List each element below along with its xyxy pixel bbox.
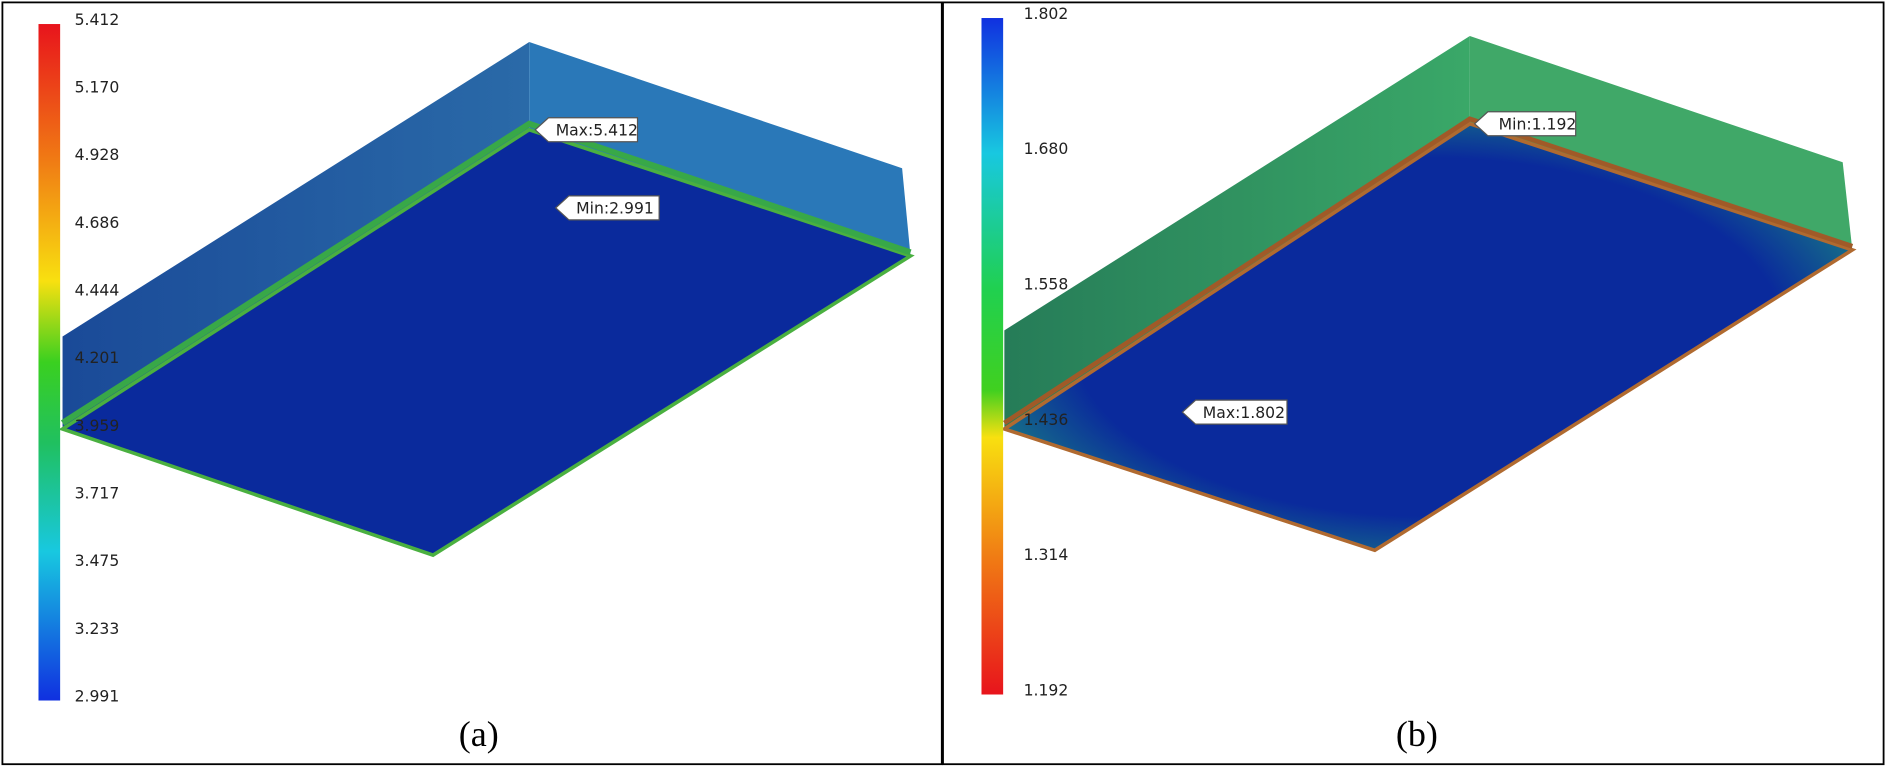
scale-label: 5.170 (75, 79, 120, 97)
annotation-label: Min:2.991 (576, 200, 654, 218)
scale-label: 3.475 (75, 552, 120, 570)
wall (1004, 36, 1470, 429)
callout: Max:5.412 (534, 117, 639, 143)
caption: (b) (1396, 714, 1438, 754)
scale-label: 1.436 (1024, 411, 1069, 429)
scale-label: 1.314 (1024, 546, 1069, 564)
scale-label: 3.959 (75, 417, 120, 435)
panel-frame (1, 1, 943, 766)
colorbar (38, 24, 61, 701)
scale-label: 3.717 (75, 484, 120, 502)
annotation-label: Min:1.192 (1499, 115, 1577, 133)
scale-label: 1.802 (1024, 5, 1069, 23)
floor (58, 127, 915, 558)
panel-frame (942, 1, 1885, 766)
wall (1469, 36, 1853, 250)
callout: Min:1.192 (1473, 111, 1577, 137)
scale-label: 1.192 (1024, 681, 1069, 699)
scale-label: 1.558 (1024, 276, 1069, 294)
scale-label: 4.928 (75, 146, 120, 164)
scale-label: 2.991 (75, 687, 120, 705)
scale-label: 5.412 (75, 11, 120, 29)
scale-label: 4.201 (75, 349, 120, 367)
caption: (a) (459, 714, 499, 754)
edge (1003, 116, 1854, 425)
colorbar (981, 18, 1004, 695)
annotation-label: Max:5.412 (556, 121, 638, 139)
floor (1000, 121, 1857, 553)
annotation-label: Max:1.802 (1203, 404, 1285, 422)
callout: Max:1.802 (1181, 399, 1288, 425)
wall (529, 42, 911, 256)
scale-label: 3.233 (75, 620, 120, 638)
scale-label: 4.686 (75, 214, 120, 232)
callout: Min:2.991 (554, 195, 660, 221)
wall (62, 42, 530, 429)
scale-label: 4.444 (75, 282, 120, 300)
edge (60, 120, 912, 426)
scale-label: 1.680 (1024, 140, 1069, 158)
